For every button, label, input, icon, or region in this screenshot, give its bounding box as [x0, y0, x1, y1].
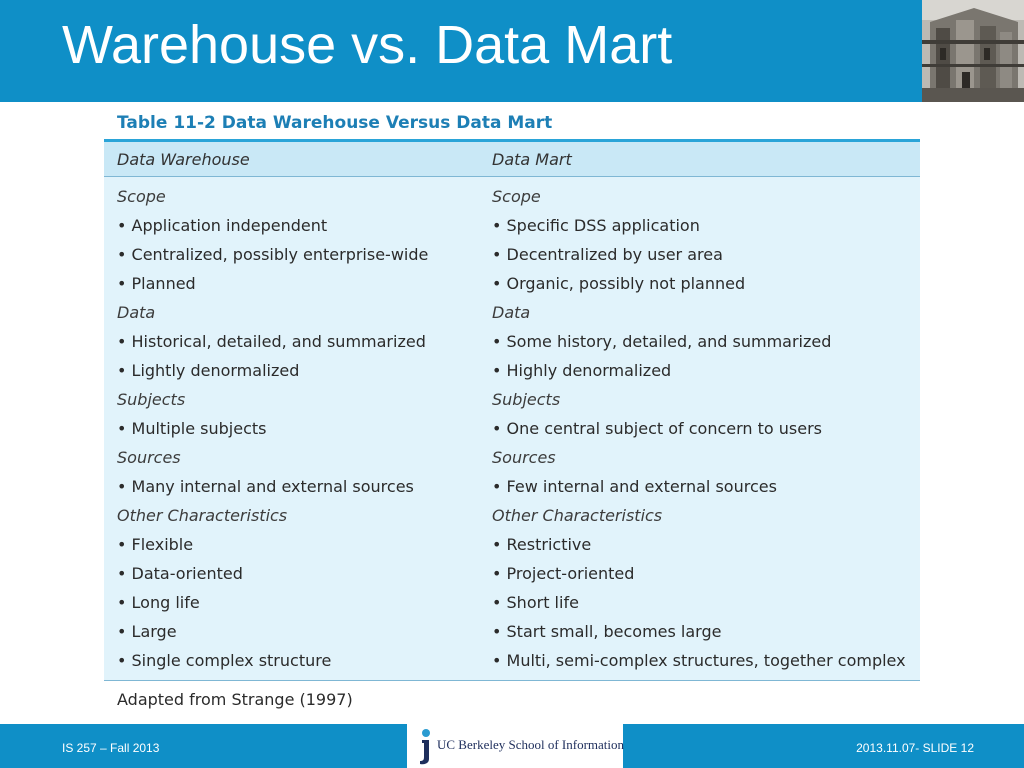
section-label: Scope: [492, 187, 541, 206]
list-item: • Project-oriented: [492, 564, 635, 583]
list-item: • Planned: [117, 274, 196, 293]
column-header-data-warehouse: Data Warehouse: [117, 150, 250, 169]
list-item: • Organic, possibly not planned: [492, 274, 746, 293]
section-label: Sources: [492, 448, 556, 467]
slide-title: Warehouse vs. Data Mart: [62, 15, 673, 75]
slide-number: 2013.11.07- SLIDE 12: [856, 741, 974, 755]
column-header-data-mart: Data Mart: [492, 150, 572, 169]
ischool-logo-text: UC Berkeley School of Information: [437, 737, 625, 752]
table-source-note: Adapted from Strange (1997): [117, 690, 353, 709]
list-item: • One central subject of concern to user…: [492, 419, 823, 438]
list-item: • Centralized, possibly enterprise-wide: [117, 245, 429, 264]
list-item: • Specific DSS application: [492, 216, 700, 235]
section-label: Subjects: [117, 390, 186, 409]
section-label: Sources: [117, 448, 181, 467]
list-item: • Flexible: [117, 535, 194, 554]
section-label: Other Characteristics: [492, 506, 663, 525]
list-item: • Some history, detailed, and summarized: [492, 332, 832, 351]
list-item: • Lightly denormalized: [117, 361, 300, 380]
list-item: • Multiple subjects: [117, 419, 267, 438]
column-header-divider: [104, 176, 920, 177]
caption-divider: [104, 139, 920, 142]
section-label: Scope: [117, 187, 166, 206]
list-item: • Few internal and external sources: [492, 477, 777, 496]
section-label: Other Characteristics: [117, 506, 288, 525]
ischool-logo: UC Berkeley School of Information: [407, 724, 625, 768]
section-label: Subjects: [492, 390, 561, 409]
list-item: • Restrictive: [492, 535, 592, 554]
list-item: • Single complex structure: [117, 651, 332, 670]
list-item: • Multi, semi-complex structures, togeth…: [492, 651, 906, 670]
list-item: • Large: [117, 622, 177, 641]
list-item: • Start small, becomes large: [492, 622, 722, 641]
ischool-logo-icon: [420, 729, 430, 765]
data-warehouse-column: Scope • Application independent • Centra…: [117, 182, 487, 675]
list-item: • Short life: [492, 593, 579, 612]
list-item: • Highly denormalized: [492, 361, 672, 380]
list-item: • Decentralized by user area: [492, 245, 723, 264]
course-label: IS 257 – Fall 2013: [62, 741, 160, 755]
list-item: • Application independent: [117, 216, 328, 235]
list-item: • Data-oriented: [117, 564, 243, 583]
section-label: Data: [492, 303, 531, 322]
table-bottom-divider: [104, 680, 920, 681]
column-header-band: [104, 142, 920, 176]
data-mart-column: Scope • Specific DSS application • Decen…: [492, 182, 912, 675]
list-item: • Long life: [117, 593, 200, 612]
campus-building-photo-icon: [922, 0, 1024, 102]
section-label: Data: [117, 303, 156, 322]
table-body-band: [104, 177, 920, 680]
list-item: • Many internal and external sources: [117, 477, 414, 496]
list-item: • Historical, detailed, and summarized: [117, 332, 426, 351]
header-band: [0, 0, 1024, 102]
table-caption: Table 11-2 Data Warehouse Versus Data Ma…: [117, 113, 553, 133]
